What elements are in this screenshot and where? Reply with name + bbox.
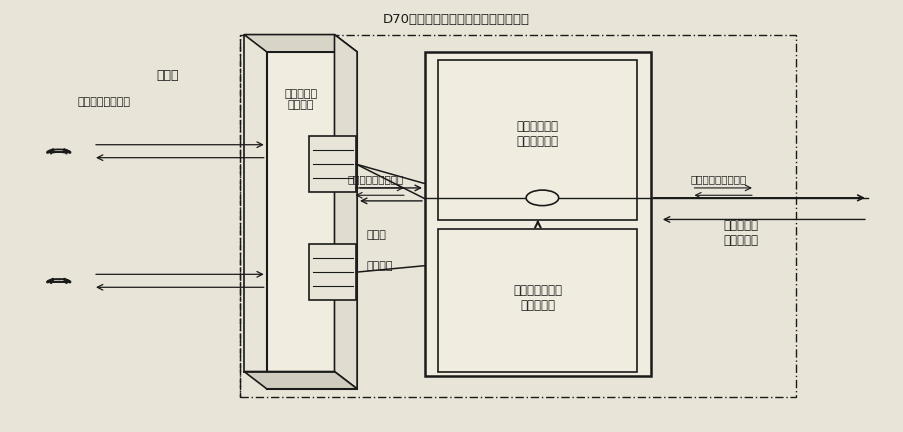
Text: 回路基板: 回路基板 <box>366 260 392 271</box>
Polygon shape <box>244 35 357 52</box>
Bar <box>424 52 650 376</box>
Polygon shape <box>334 35 357 389</box>
Text: 各装置間の制御
を行う装置: 各装置間の制御 を行う装置 <box>513 284 562 312</box>
Polygon shape <box>266 52 357 389</box>
Bar <box>239 35 795 397</box>
Polygon shape <box>244 372 357 389</box>
Text: 他交換機へ
接続される: 他交換機へ 接続される <box>723 219 758 247</box>
Bar <box>309 244 356 300</box>
Text: （アナログ信号）: （アナログ信号） <box>78 96 130 107</box>
Circle shape <box>526 190 558 206</box>
Bar <box>438 229 637 372</box>
Text: 回線を相互に
接続する装置: 回線を相互に 接続する装置 <box>517 120 558 148</box>
Text: D70形ディジタル交換機の１ユニット: D70形ディジタル交換機の１ユニット <box>383 13 529 26</box>
Text: （ディジタル信号）: （ディジタル信号） <box>347 174 403 184</box>
Text: 回　路: 回 路 <box>366 230 386 241</box>
Text: 回　線: 回 線 <box>156 69 178 82</box>
Bar <box>438 60 637 220</box>
Text: 回線を収容
する装置: 回線を収容 する装置 <box>284 89 317 110</box>
Bar <box>309 136 356 192</box>
Text: （ディジタル信号）: （ディジタル信号） <box>690 174 746 184</box>
